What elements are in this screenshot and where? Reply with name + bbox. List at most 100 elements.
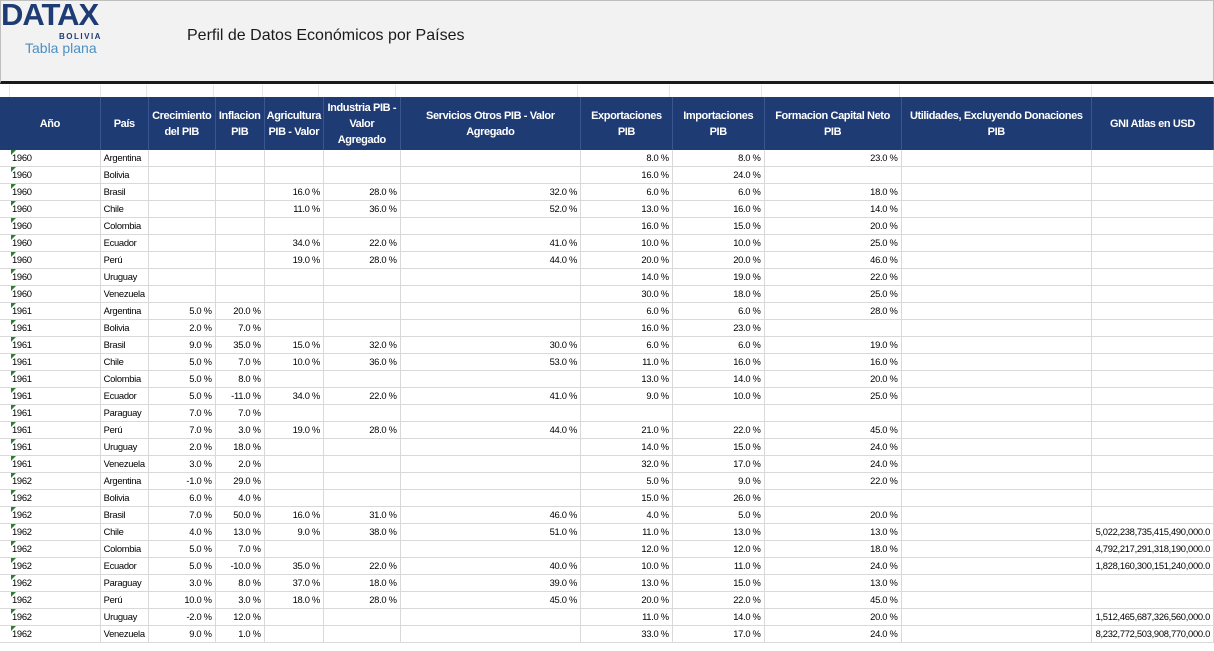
cell-value[interactable] [323, 608, 401, 626]
cell-value[interactable] [1091, 574, 1214, 592]
cell-value[interactable]: 53.0 % [400, 353, 582, 371]
cell-value[interactable] [264, 540, 324, 558]
cell-value[interactable] [901, 608, 1092, 626]
cell-value[interactable] [901, 625, 1092, 643]
cell-value[interactable] [323, 150, 401, 167]
cell-value[interactable]: 17.0 % [672, 625, 765, 643]
cell-value[interactable] [901, 387, 1092, 405]
cell-value[interactable] [901, 166, 1092, 184]
cell-value[interactable] [148, 285, 216, 303]
cell-value[interactable] [901, 591, 1092, 609]
cell-country[interactable]: Argentina [100, 302, 149, 320]
cell-value[interactable]: 4.0 % [215, 489, 265, 507]
cell-value[interactable]: 18.0 % [764, 183, 902, 201]
cell-value[interactable]: 25.0 % [764, 387, 902, 405]
cell-value[interactable]: 51.0 % [400, 523, 582, 541]
cell-country[interactable]: Ecuador [100, 387, 149, 405]
cell-value[interactable]: 34.0 % [264, 234, 324, 252]
cell-value[interactable] [264, 404, 324, 422]
cell-value[interactable]: 16.0 % [264, 183, 324, 201]
cell-value[interactable]: 5.0 % [148, 540, 216, 558]
cell-value[interactable] [215, 251, 265, 269]
cell-value[interactable]: 44.0 % [400, 251, 582, 269]
cell-value[interactable]: 22.0 % [764, 472, 902, 490]
cell-value[interactable]: 14.0 % [672, 370, 765, 388]
cell-value[interactable]: 46.0 % [764, 251, 902, 269]
cell-value[interactable]: 9.0 % [148, 336, 216, 354]
column-header[interactable]: País [100, 97, 149, 150]
column-header[interactable]: Inflacion PIB [215, 97, 265, 150]
cell-value[interactable]: 41.0 % [400, 387, 582, 405]
cell-value[interactable]: 41.0 % [400, 234, 582, 252]
cell-value[interactable]: 22.0 % [672, 591, 765, 609]
cell-value[interactable] [400, 319, 582, 337]
cell-value[interactable]: 8.0 % [672, 150, 765, 167]
cell-value[interactable] [148, 251, 216, 269]
cell-value[interactable] [901, 268, 1092, 286]
cell-value[interactable]: 7.0 % [148, 404, 216, 422]
cell-value[interactable]: 4.0 % [148, 523, 216, 541]
cell-year[interactable]: 1961 [0, 421, 101, 439]
cell-value[interactable] [1091, 302, 1214, 320]
cell-value[interactable]: 2.0 % [215, 455, 265, 473]
cell-value[interactable]: 20.0 % [764, 217, 902, 235]
cell-value[interactable] [1091, 387, 1214, 405]
cell-country[interactable]: Uruguay [100, 438, 149, 456]
cell-value[interactable]: -1.0 % [148, 472, 216, 490]
cell-country[interactable]: Venezuela [100, 285, 149, 303]
cell-year[interactable]: 1960 [0, 217, 101, 235]
cell-value[interactable] [901, 319, 1092, 337]
cell-value[interactable]: 1,828,160,300,151,240,000.0 [1091, 557, 1214, 575]
cell-year[interactable]: 1961 [0, 370, 101, 388]
cell-value[interactable] [264, 608, 324, 626]
column-header[interactable]: Industria PIB - Valor Agregado [323, 97, 401, 150]
cell-value[interactable] [1091, 353, 1214, 371]
cell-country[interactable]: Colombia [100, 540, 149, 558]
cell-value[interactable] [323, 404, 401, 422]
cell-value[interactable]: 20.0 % [672, 251, 765, 269]
cell-value[interactable]: 5.0 % [148, 370, 216, 388]
cell-value[interactable] [1091, 404, 1214, 422]
cell-value[interactable] [323, 540, 401, 558]
cell-value[interactable] [764, 166, 902, 184]
cell-value[interactable] [323, 166, 401, 184]
cell-country[interactable]: Paraguay [100, 404, 149, 422]
cell-value[interactable] [323, 370, 401, 388]
cell-year[interactable]: 1961 [0, 353, 101, 371]
cell-value[interactable] [323, 438, 401, 456]
cell-value[interactable] [1091, 455, 1214, 473]
cell-country[interactable]: Bolivia [100, 166, 149, 184]
cell-value[interactable] [400, 217, 582, 235]
cell-value[interactable]: 34.0 % [264, 387, 324, 405]
cell-value[interactable] [400, 540, 582, 558]
cell-value[interactable]: 10.0 % [672, 387, 765, 405]
cell-value[interactable] [901, 302, 1092, 320]
cell-year[interactable]: 1960 [0, 150, 101, 167]
cell-value[interactable]: -11.0 % [215, 387, 265, 405]
cell-value[interactable]: 15.0 % [672, 574, 765, 592]
cell-value[interactable]: 37.0 % [264, 574, 324, 592]
cell-value[interactable]: 40.0 % [400, 557, 582, 575]
cell-value[interactable] [400, 625, 582, 643]
cell-value[interactable]: 12.0 % [672, 540, 765, 558]
column-header[interactable]: Exportaciones PIB [580, 97, 673, 150]
cell-value[interactable]: 6.0 % [580, 183, 673, 201]
cell-value[interactable] [1091, 421, 1214, 439]
cell-value[interactable]: 22.0 % [323, 234, 401, 252]
cell-value[interactable]: 6.0 % [672, 183, 765, 201]
cell-value[interactable] [901, 353, 1092, 371]
cell-value[interactable]: 22.0 % [672, 421, 765, 439]
cell-value[interactable] [323, 472, 401, 490]
cell-value[interactable] [264, 268, 324, 286]
cell-value[interactable]: 30.0 % [400, 336, 582, 354]
cell-value[interactable]: 2.0 % [148, 438, 216, 456]
cell-value[interactable]: 8.0 % [215, 574, 265, 592]
cell-value[interactable]: 10.0 % [148, 591, 216, 609]
cell-year[interactable]: 1961 [0, 387, 101, 405]
cell-value[interactable]: 20.0 % [580, 251, 673, 269]
cell-value[interactable] [901, 472, 1092, 490]
cell-value[interactable] [1091, 268, 1214, 286]
cell-value[interactable]: 28.0 % [323, 183, 401, 201]
cell-value[interactable] [901, 285, 1092, 303]
cell-value[interactable] [148, 150, 216, 167]
